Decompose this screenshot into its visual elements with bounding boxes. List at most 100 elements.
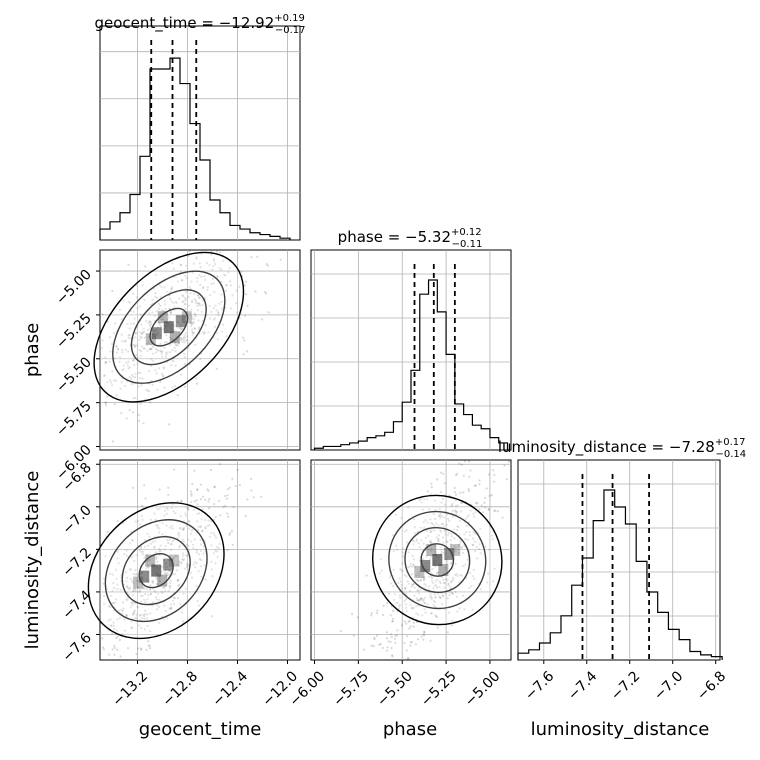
density-cell xyxy=(432,554,443,566)
scatter-point xyxy=(148,558,151,562)
scatter-point xyxy=(111,648,114,651)
scatter-point xyxy=(112,581,115,585)
scatter-point xyxy=(409,625,412,628)
scatter-point xyxy=(166,508,169,511)
scatter-point xyxy=(403,620,406,623)
scatter-point xyxy=(131,486,135,489)
scatter-point xyxy=(406,580,409,583)
scatter-point xyxy=(138,614,142,617)
scatter-point xyxy=(160,590,163,593)
scatter-point xyxy=(171,262,174,265)
scatter-point xyxy=(137,371,140,374)
scatter-point xyxy=(200,518,203,521)
scatter-point xyxy=(139,402,142,405)
scatter-point xyxy=(146,598,149,601)
scatter-point xyxy=(412,558,415,561)
scatter-point xyxy=(139,594,142,597)
scatter-point xyxy=(214,304,217,307)
scatter-point xyxy=(116,635,119,638)
scatter-point xyxy=(446,562,449,565)
scatter-point xyxy=(386,646,389,649)
scatter-point xyxy=(457,526,460,529)
scatter-point xyxy=(169,351,172,354)
scatter-point xyxy=(132,612,135,615)
scatter-point xyxy=(424,519,427,522)
x-tick-label: −12.8 xyxy=(159,668,201,710)
scatter-point xyxy=(191,333,194,336)
scatter-point xyxy=(132,613,135,616)
scatter-point xyxy=(146,560,149,563)
scatter-point xyxy=(184,299,187,302)
scatter-point xyxy=(444,533,447,536)
scatter-point xyxy=(204,518,207,522)
scatter-point xyxy=(401,570,404,573)
scatter-point xyxy=(222,506,225,509)
scatter-point xyxy=(122,607,125,610)
scatter-point xyxy=(195,549,198,552)
scatter-point xyxy=(423,596,427,599)
scatter-point xyxy=(147,389,151,393)
scatter-point xyxy=(134,573,137,576)
scatter-point xyxy=(206,488,209,491)
scatter-point xyxy=(192,508,195,511)
scatter-point xyxy=(457,545,460,548)
scatter-point xyxy=(398,605,401,608)
scatter-point xyxy=(220,330,224,333)
scatter-point xyxy=(501,516,504,519)
scatter-point xyxy=(412,607,415,610)
scatter-point xyxy=(146,624,149,628)
scatter-point xyxy=(181,340,184,343)
scatter-point xyxy=(389,640,392,643)
scatter-point xyxy=(125,554,128,558)
scatter-point xyxy=(121,340,124,343)
scatter-point xyxy=(137,647,140,650)
scatter-point xyxy=(101,313,104,316)
contour-lines xyxy=(87,502,225,640)
scatter-point xyxy=(159,325,163,328)
scatter-point xyxy=(191,482,194,486)
scatter-point xyxy=(111,602,114,605)
scatter-point xyxy=(450,581,453,584)
scatter-point xyxy=(173,468,176,471)
scatter-point xyxy=(432,529,435,532)
scatter-point xyxy=(164,589,167,593)
scatter-point xyxy=(439,596,442,599)
scatter-point xyxy=(415,578,418,582)
scatter-point xyxy=(154,518,157,521)
scatter-point xyxy=(152,581,155,584)
scatter-point xyxy=(127,300,130,303)
scatter-point xyxy=(220,280,223,283)
scatter-point xyxy=(190,317,194,320)
scatter-point xyxy=(440,548,443,551)
scatter-point xyxy=(207,489,210,492)
scatter-point xyxy=(154,590,157,594)
scatter-point xyxy=(147,644,150,647)
scatter-point xyxy=(430,555,433,558)
scatter-point xyxy=(190,492,193,496)
scatter-point xyxy=(443,582,446,585)
scatter-point xyxy=(170,543,173,546)
scatter-point xyxy=(144,600,147,604)
scatter-point xyxy=(387,640,390,643)
scatter-point xyxy=(420,539,423,542)
scatter-point xyxy=(215,536,218,539)
scatter-point xyxy=(401,555,404,558)
scatter-point xyxy=(114,379,117,382)
scatter-point xyxy=(134,616,137,619)
scatter-point xyxy=(156,526,159,529)
scatter-point xyxy=(170,524,173,527)
scatter-point xyxy=(191,330,194,334)
scatter-point xyxy=(115,598,118,601)
scatter-point xyxy=(433,499,437,502)
scatter-point xyxy=(147,640,150,643)
scatter-point xyxy=(430,541,433,545)
scatter-point xyxy=(222,323,225,326)
scatter-point xyxy=(411,606,414,609)
contour-line xyxy=(121,535,191,606)
scatter-point xyxy=(392,568,395,571)
scatter-point xyxy=(130,626,133,629)
scatter-point xyxy=(166,573,170,576)
scatter-point xyxy=(365,574,368,577)
scatter-point xyxy=(156,508,159,511)
scatter-point xyxy=(107,605,110,608)
